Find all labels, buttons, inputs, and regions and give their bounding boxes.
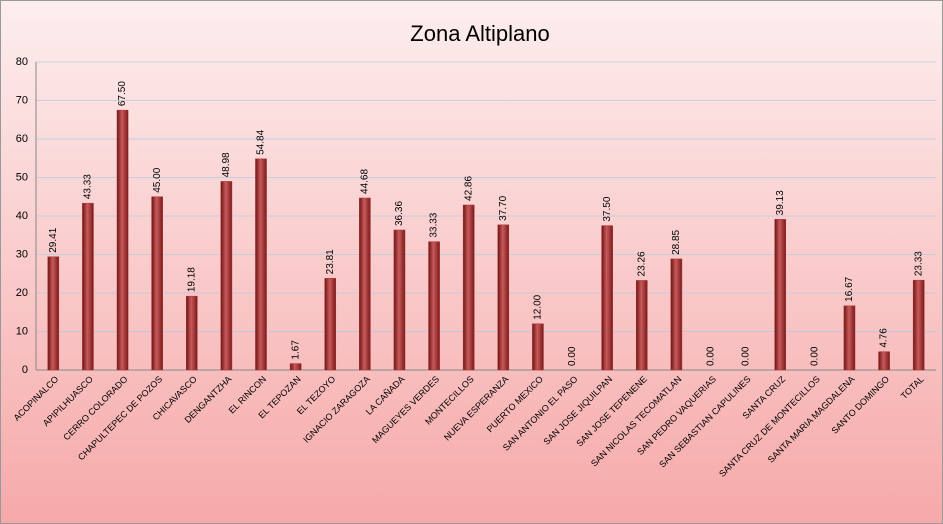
value-label: 43.33	[83, 174, 94, 199]
value-label: 23.33	[913, 251, 924, 276]
bar	[670, 258, 683, 371]
bar	[151, 196, 163, 371]
value-label: 37.50	[602, 196, 613, 221]
y-tick-label: 10	[16, 325, 28, 337]
value-label: 29.41	[48, 227, 59, 252]
value-label: 0.00	[809, 346, 820, 366]
value-label: 33.33	[429, 212, 440, 237]
bar	[393, 229, 406, 371]
bar	[635, 280, 648, 371]
y-tick-label: 80	[16, 56, 28, 68]
bar	[82, 202, 94, 371]
value-label: 67.50	[117, 81, 128, 106]
value-label: 54.84	[256, 129, 267, 154]
y-tick-label: 60	[16, 133, 28, 145]
bar	[532, 323, 544, 371]
y-tick-label: 30	[16, 248, 28, 260]
bar	[601, 225, 613, 371]
value-label: 36.36	[394, 201, 405, 226]
bar	[774, 219, 787, 371]
bar	[255, 158, 267, 371]
bar	[185, 295, 198, 371]
value-label: 45.00	[152, 167, 163, 192]
y-tick-label: 70	[16, 94, 28, 106]
bar	[220, 181, 233, 371]
y-tick-label: 50	[16, 171, 28, 183]
value-label: 48.98	[221, 152, 232, 177]
value-label: 39.13	[775, 190, 786, 215]
bar	[289, 363, 302, 371]
bar	[116, 109, 129, 371]
y-tick-label: 40	[16, 210, 28, 222]
value-label: 0.00	[740, 346, 751, 366]
bar	[462, 204, 475, 371]
value-label: 23.81	[325, 249, 336, 274]
value-label: 19.18	[186, 267, 197, 292]
value-label: 12.00	[533, 294, 544, 319]
bar	[47, 256, 60, 371]
y-tick-label: 0	[22, 364, 28, 376]
bar	[359, 197, 371, 371]
value-label: 0.00	[706, 346, 717, 366]
value-label: 44.68	[359, 169, 370, 194]
value-label: 4.76	[879, 328, 890, 348]
y-tick-label: 20	[16, 287, 28, 299]
value-label: 42.86	[463, 176, 474, 201]
value-label: 1.67	[290, 340, 301, 360]
bar	[324, 278, 337, 371]
value-label: 23.26	[636, 251, 647, 276]
bar	[428, 241, 440, 371]
value-label: 16.67	[844, 276, 855, 301]
bar	[912, 279, 925, 371]
chart-title: Zona Altiplano	[410, 21, 549, 46]
bar	[497, 224, 510, 371]
bar	[843, 305, 856, 371]
value-label: 0.00	[567, 346, 578, 366]
value-label: 28.85	[671, 229, 682, 254]
bar	[878, 351, 890, 371]
value-label: 37.70	[498, 195, 509, 220]
